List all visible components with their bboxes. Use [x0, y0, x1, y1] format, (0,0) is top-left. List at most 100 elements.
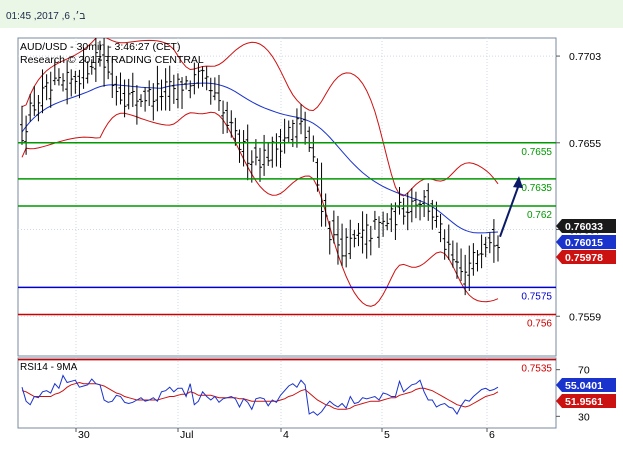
price-bar [102, 38, 107, 87]
price-bar [32, 86, 37, 116]
price-bar [405, 192, 410, 231]
x-tick-label: 30 [78, 429, 90, 441]
price-bar [118, 72, 123, 105]
x-tick-label: 5 [384, 429, 390, 441]
price-tag-label: 0.75978 [565, 252, 603, 264]
price-bar [344, 228, 349, 268]
bollinger-lower [21, 111, 499, 307]
price-bar [155, 65, 160, 112]
price-bar [85, 61, 90, 84]
price-bar [331, 210, 336, 244]
price-bar [24, 115, 29, 155]
price-bar [143, 87, 148, 112]
price-bar [65, 60, 70, 105]
price-bar [48, 71, 53, 108]
price-bar [446, 224, 451, 260]
timestamp: ב׳, 6, 2017, 01:45 [6, 11, 86, 22]
price-bar [110, 57, 115, 98]
price-bar [266, 142, 271, 166]
price-bar [487, 232, 492, 254]
price-bar [52, 59, 57, 86]
price-bar [307, 126, 312, 152]
price-bar [491, 219, 496, 263]
price-bar [20, 105, 24, 145]
price-bar [348, 219, 353, 260]
price-bar [483, 236, 488, 258]
price-bar [163, 68, 168, 111]
price-bar [401, 197, 406, 225]
price-bar [389, 203, 394, 233]
forecast-arrow-shaft [499, 186, 519, 238]
price-bar [221, 100, 226, 134]
price-bar [422, 189, 427, 218]
rsi-lines [21, 374, 499, 416]
price-bar [430, 199, 435, 230]
price-bar [327, 221, 332, 255]
price-bar [233, 117, 238, 146]
price-bar [159, 79, 164, 111]
price-bar [286, 120, 291, 143]
level-label-0.7575: 0.7575 [521, 291, 552, 302]
price-bar [229, 110, 234, 138]
y-tick-label: 0.7559 [569, 311, 601, 323]
rsi-ma-line [21, 381, 499, 410]
price-bar [299, 104, 304, 135]
bollinger-upper [21, 38, 499, 197]
price-bar [237, 129, 242, 163]
price-bar [303, 111, 308, 145]
level-label-0.756: 0.756 [527, 318, 552, 329]
x-tick-label: 6 [489, 429, 495, 441]
price-bar [188, 80, 193, 99]
price-bar [479, 234, 484, 269]
x-tick-label: Jul [180, 429, 193, 441]
x-tick-label: 4 [283, 429, 289, 441]
price-bar [151, 83, 156, 121]
rsi-axis: 70 30 55.0401 51.9561 [556, 365, 616, 423]
main-panel-frame [17, 37, 557, 357]
price-bar [56, 68, 61, 86]
rsi-tag-shape [556, 394, 616, 408]
price-bar [418, 199, 423, 221]
price-bar [377, 216, 381, 248]
level-label-0.7535: 0.7535 [521, 364, 552, 375]
price-bar [475, 250, 480, 272]
rsi-tag: 51.9561 [556, 394, 616, 408]
chart-title: AUD/USD - 30min - 3:46:27 (CET) [20, 41, 180, 53]
rsi-tag-label: 51.9561 [565, 396, 603, 408]
price-bar [409, 188, 414, 223]
price-bar [282, 118, 287, 154]
price-bar [356, 222, 361, 247]
price-bar [463, 254, 468, 296]
price-tag-label: 0.76015 [565, 237, 603, 249]
y-tick-label: 0.7655 [569, 138, 601, 150]
rsi-line [21, 374, 499, 416]
price-bar [175, 73, 180, 109]
price-bar [97, 40, 102, 67]
price-bar [196, 63, 201, 89]
level-label-0.762: 0.762 [527, 210, 552, 221]
bollinger-bands [21, 38, 499, 307]
price-bar [270, 136, 275, 168]
price-bar [335, 215, 340, 265]
indicator-panel-frame [17, 357, 557, 429]
rsi-tag-label: 55.0401 [565, 380, 603, 392]
price-bar [496, 235, 500, 262]
price-bar [208, 77, 213, 105]
price-bar [454, 242, 459, 279]
price-bar [77, 69, 82, 99]
price-bar [171, 74, 176, 104]
indicator-title: RSI14 - 9MA [20, 362, 78, 373]
rsi-tag: 55.0401 [556, 378, 616, 392]
price-bar [360, 211, 365, 254]
price-bar [93, 38, 98, 82]
price-bar [459, 248, 464, 281]
price-bar [130, 72, 135, 108]
price-bar [200, 66, 205, 87]
price-bar [184, 75, 189, 90]
price-tag: 0.76015 [556, 235, 616, 249]
price-bar [262, 134, 267, 176]
moving-average [21, 82, 499, 234]
price-bar [212, 77, 217, 101]
chart-subtitle: Research © 2017 TRADING CENTRAL [20, 54, 204, 66]
